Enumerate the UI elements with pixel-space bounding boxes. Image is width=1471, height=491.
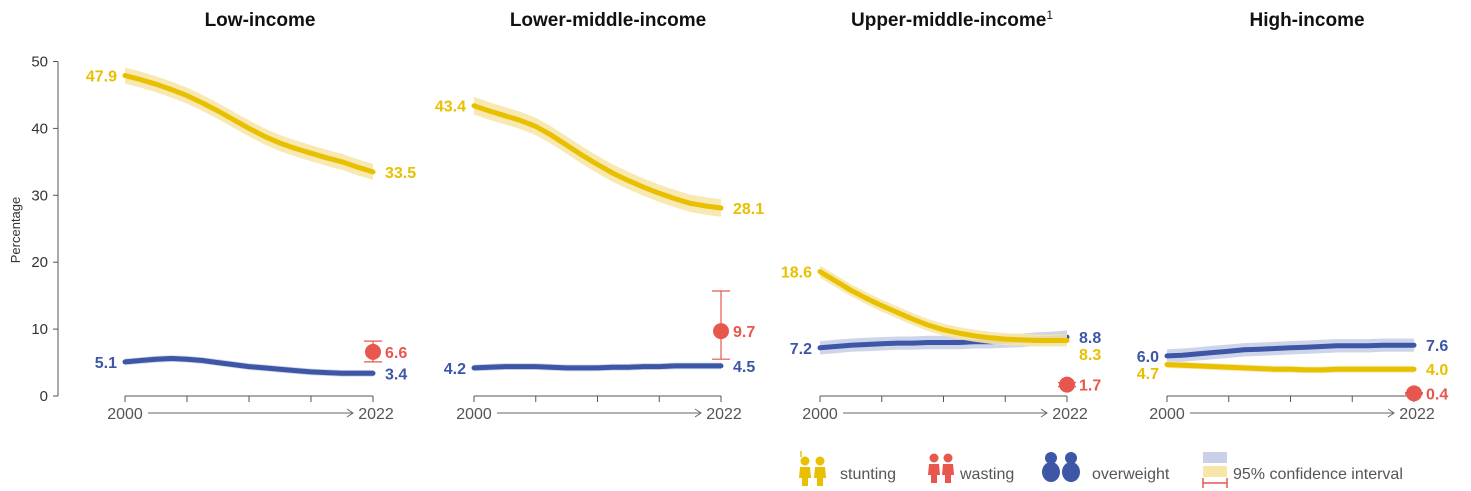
y-axis-title: Percentage xyxy=(8,197,23,264)
y-tick-label: 0 xyxy=(40,388,48,405)
child-head xyxy=(929,453,939,463)
wasting-label: 9.7 xyxy=(733,324,755,341)
legend: stunting wasting overweight 95% confidence … xyxy=(799,451,1403,488)
stunting-start-label: 47.9 xyxy=(86,69,117,86)
wasting-label: 0.4 xyxy=(1426,386,1448,403)
y-tick-label: 40 xyxy=(31,120,48,137)
wasting-point xyxy=(713,323,729,340)
labels-layer: Low-income 2000 2022 47.9 33.5 5.1 3.4 6.6 Lower… xyxy=(86,8,1448,423)
panel-title-text: Low-income xyxy=(205,10,316,31)
panel-title: Low-income xyxy=(205,10,316,31)
x-start-label: 2000 xyxy=(802,406,838,423)
child-head xyxy=(800,456,810,466)
x-arrow-head xyxy=(1040,408,1048,418)
x-end-label: 2022 xyxy=(1052,406,1088,423)
x-end-label: 2022 xyxy=(1399,406,1435,423)
wasting-label: 6.6 xyxy=(385,345,407,362)
child-head xyxy=(1065,452,1077,464)
wasting-child-icon xyxy=(942,453,954,483)
x-arrow-head xyxy=(694,408,702,418)
x-start-label: 2000 xyxy=(456,406,492,423)
y-tick-label: 30 xyxy=(31,187,48,204)
overweight-start-label: 4.2 xyxy=(444,361,466,378)
y-tick-label: 10 xyxy=(31,321,48,338)
x-end-label: 2022 xyxy=(706,406,742,423)
child-body xyxy=(928,464,940,483)
x-arrow-head xyxy=(1387,408,1395,418)
child-head xyxy=(815,456,825,466)
stunting-end-label: 8.3 xyxy=(1079,347,1101,364)
legend-stunting-label: stunting xyxy=(840,466,896,483)
stunting-child-icon xyxy=(799,456,811,486)
wasting-point xyxy=(1059,376,1075,393)
stunting-line xyxy=(817,269,1070,343)
child-body xyxy=(799,467,811,486)
panel-title: Upper-middle-income1 xyxy=(851,8,1053,31)
child-body xyxy=(1062,462,1080,482)
panel-title: Lower-middle-income xyxy=(510,10,706,31)
stunting-line xyxy=(471,103,724,211)
overweight-end-label: 8.8 xyxy=(1079,330,1101,347)
panel-title: High-income xyxy=(1249,10,1364,31)
stunting-end-label: 33.5 xyxy=(385,165,416,182)
legend-ci-label: 95% confidence interval xyxy=(1233,466,1403,483)
child-head xyxy=(1045,452,1057,464)
wasting-point xyxy=(1406,385,1422,402)
series-layer xyxy=(122,67,1423,402)
overweight-start-label: 5.1 xyxy=(95,355,117,372)
overweight-start-label: 7.2 xyxy=(790,341,812,358)
panel-title-text: High-income xyxy=(1249,10,1364,31)
child-body xyxy=(1042,462,1060,482)
stunting-line xyxy=(1164,362,1417,373)
overweight-start-label: 6.0 xyxy=(1137,349,1159,366)
overweight-end-label: 7.6 xyxy=(1426,338,1448,355)
overweight-end-label: 3.4 xyxy=(385,366,407,383)
child-body xyxy=(942,464,954,483)
child-body xyxy=(814,467,826,486)
overweight-child-icon xyxy=(1062,452,1080,482)
stunting-child-icon xyxy=(814,456,826,486)
ci-swatch-overweight xyxy=(1203,452,1227,463)
legend-wasting-label: wasting xyxy=(959,466,1014,483)
stunting-start-label: 4.7 xyxy=(1137,366,1159,383)
x-arrow-head xyxy=(346,408,354,418)
stunting-end-label: 4.0 xyxy=(1426,362,1448,379)
child-head xyxy=(943,453,953,463)
y-tick-label: 50 xyxy=(31,54,48,71)
wasting-child-icon xyxy=(928,453,940,483)
stunting-start-label: 43.4 xyxy=(435,99,466,116)
panel-title-text: Lower-middle-income xyxy=(510,10,706,31)
overweight-line xyxy=(471,363,724,371)
overweight-line xyxy=(1164,342,1417,359)
wasting-point xyxy=(365,343,381,360)
stunting-start-label: 18.6 xyxy=(781,265,812,282)
overweight-child-icon xyxy=(1042,452,1060,482)
wasting-label: 1.7 xyxy=(1079,378,1101,395)
overweight-line xyxy=(122,356,376,376)
panel-title-text: Upper-middle-income xyxy=(851,10,1046,31)
stunting-confidence-band xyxy=(474,97,721,217)
axes-layer: 0 10 20 30 40 50 Percentage xyxy=(8,54,1415,418)
overweight-end-label: 4.5 xyxy=(733,359,755,376)
x-end-label: 2022 xyxy=(358,406,394,423)
panel-title-footnote: 1 xyxy=(1046,8,1053,22)
x-start-label: 2000 xyxy=(1149,406,1185,423)
overweight-confidence-band xyxy=(1167,338,1414,363)
legend-overweight-label: overweight xyxy=(1092,466,1170,483)
x-start-label: 2000 xyxy=(107,406,143,423)
stunting-confidence-band xyxy=(820,265,1067,347)
stunting-end-label: 28.1 xyxy=(733,201,764,218)
ci-swatch-stunting xyxy=(1203,466,1227,477)
y-tick-label: 20 xyxy=(31,254,48,271)
stunting-line xyxy=(122,73,376,175)
